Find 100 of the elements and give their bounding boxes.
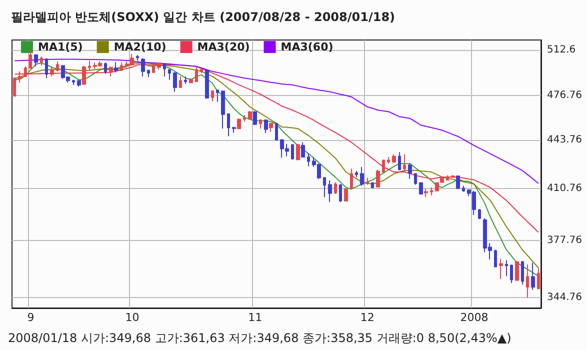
candlestick [291,144,294,160]
candlestick [408,163,412,180]
candlestick [478,208,481,220]
legend-label: MA1(5) [38,40,83,54]
legend-label: MA3(60) [280,40,334,54]
candlestick [350,168,353,189]
candlestick [141,58,145,77]
candlestick [136,54,139,62]
candlestick [355,170,358,178]
candlestick [494,249,497,268]
candlestick [264,118,268,134]
candlestick [334,182,337,194]
candlestick [387,156,390,164]
candlestick [200,68,203,74]
candlestick [50,66,54,77]
x-tick-label: 12 [360,311,374,324]
candlestick [430,186,433,196]
candlestick [24,66,27,78]
line-series [14,58,539,184]
line-series [14,64,539,233]
candlestick [72,79,75,86]
candlestick [323,176,326,198]
candlestick [344,188,348,202]
candlestick [531,262,535,290]
candlestick [13,78,16,96]
candlestick [40,56,43,66]
candlestick [360,166,364,186]
candlestick [109,66,113,77]
candlestick [269,122,273,133]
candlestick [446,174,449,182]
candlestick [173,72,177,92]
candlestick [45,58,48,79]
candlestick [232,126,236,134]
candlestick [211,90,214,102]
candlestick [296,143,300,160]
candlestick [376,169,380,188]
candlestick [34,54,38,67]
candlestick [301,142,305,158]
x-tick-label: 11 [248,311,262,324]
candlestick [371,182,374,189]
candlestick [499,258,503,280]
y-tick-label: 512.6 [547,44,576,56]
y-tick-label: 410.76 [547,182,582,194]
candlestick [248,110,252,120]
candlestick [189,78,193,84]
candlestick [259,118,262,130]
legend-label: MA3(20) [197,40,250,54]
candlestick [451,174,455,178]
candlestick [82,65,86,86]
candlestick [184,76,187,84]
candlestick [168,68,171,80]
candlestick [221,90,225,130]
candlestick [195,66,198,82]
candlestick [114,62,118,73]
candlestick [510,264,513,284]
y-tick-label: 377.76 [547,234,582,246]
candlestick [179,76,182,88]
candlestick [537,267,540,290]
candlestick [88,60,91,71]
candlestick [29,50,32,69]
x-tick-label: 9 [27,311,34,324]
candlestick [414,172,417,186]
chart-title: 필라델피아 반도체(SOXX) 일간 차트 (2007/08/28 - 2008/01/18) [11,10,396,24]
candlestick [515,260,519,282]
candlestick [526,264,529,298]
candlestick [227,112,230,137]
text: 2008/01/18 시가:349,68 고가:361,63 저가:349,68 종가:358,35 거래량:0 8,50(2,43%▲) [8,331,512,345]
candlestick [77,80,81,88]
candlestick [18,70,22,84]
candlestick [163,62,166,77]
candlestick [104,62,107,74]
y-tick-label: 476.76 [547,90,582,101]
candlestick [403,154,406,173]
candlestick [328,180,332,202]
candlestick [147,69,150,78]
candlestick [366,177,369,186]
candlestick [505,260,508,277]
candlestick [152,64,155,74]
y-tick-label: 443.76 [547,134,582,146]
candlestick [419,182,423,196]
candlestick [253,110,257,126]
candlestick [205,69,209,100]
y-tick-label: 344.76 [547,292,582,303]
candlestick [398,152,401,171]
candlestick [307,152,310,167]
candlestick [462,185,465,192]
candlestick [424,188,428,198]
candlestick [243,114,246,122]
candlestick [392,154,396,164]
candlestick [275,122,278,141]
x-tick-label: 2008 [460,311,488,324]
legend-label: MA2(10) [114,40,166,54]
candlestick [237,118,241,130]
candlestick [157,62,161,70]
candlestick [382,159,385,173]
candlestick [521,260,524,286]
candlestick [120,62,123,72]
candlestick [456,174,460,190]
x-tick-label: 10 [125,311,140,324]
candlestick [339,184,342,202]
